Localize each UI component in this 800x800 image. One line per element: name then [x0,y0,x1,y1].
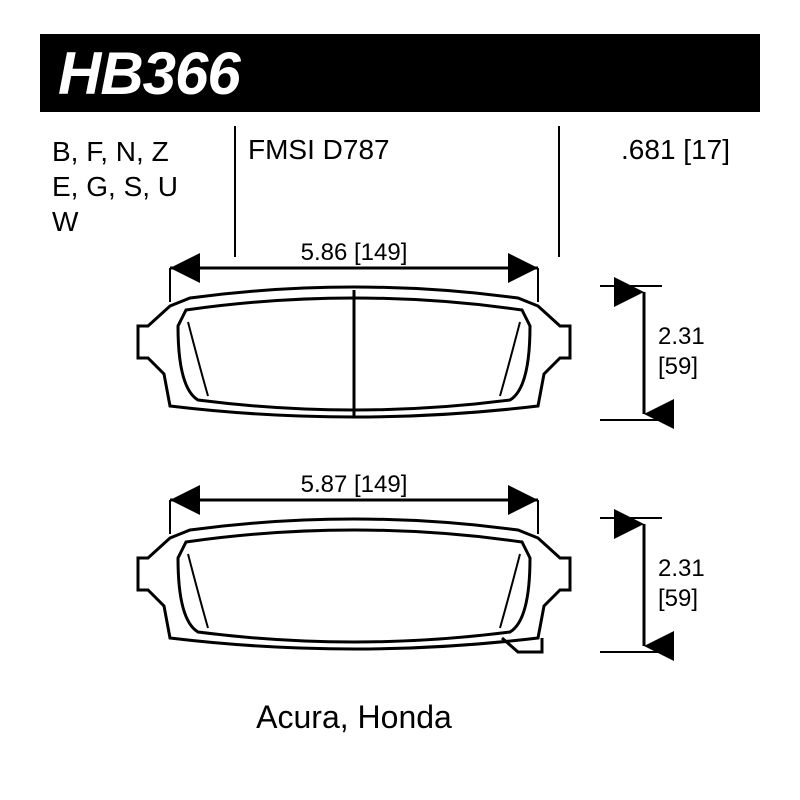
brand-label: Acura, Honda [256,699,452,735]
code-line: E, G, S, U [52,169,222,204]
bottom-pad-friction [178,530,530,642]
part-number: HB366 [58,39,240,108]
header-bar: HB366 [40,34,760,112]
dim-top-height-b: [59] [658,353,698,380]
code-line: B, F, N, Z [52,134,222,169]
dim-top-height-a: 2.31 [658,323,705,350]
code-line: W [52,204,222,239]
dim-top-width: 5.86 [149] [301,239,408,266]
dim-bottom-height-b: [59] [658,585,698,612]
diagram-area: 5.86 [149] 2.31 [59] 5.87 [149] [40,238,760,798]
dim-bottom-height-a: 2.31 [658,555,705,582]
brake-pad-diagram: 5.86 [149] 2.31 [59] 5.87 [149] [40,238,760,778]
dim-bottom-width: 5.87 [149] [301,471,408,498]
